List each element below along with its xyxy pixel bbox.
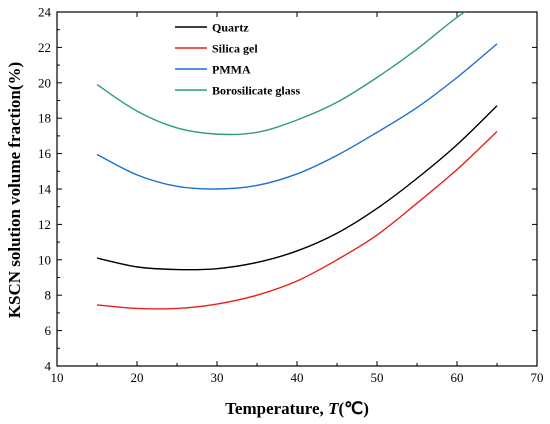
legend-label-silica-gel: Silica gel — [212, 42, 258, 56]
y-tick-label: 8 — [45, 288, 52, 303]
legend-label-quartz: Quartz — [212, 21, 249, 35]
y-tick-label: 22 — [38, 40, 51, 55]
x-axis-title-main: Temperature, — [225, 399, 328, 418]
y-tick-label: 24 — [38, 5, 52, 20]
x-tick-label: 30 — [211, 370, 224, 385]
y-tick-label: 12 — [38, 217, 51, 232]
x-tick-label: 70 — [531, 370, 544, 385]
x-axis-title-unit: (℃) — [338, 399, 368, 418]
plot-frame — [56, 11, 538, 367]
y-tick-label: 4 — [45, 359, 52, 374]
y-axis-title: KSCN solution volume fraction(%) — [5, 62, 24, 318]
y-tick-label: 14 — [38, 182, 52, 197]
y-tick-label: 16 — [38, 146, 52, 161]
x-tick-label: 40 — [291, 370, 304, 385]
x-axis-title-var: T — [328, 399, 339, 418]
y-tick-label: 20 — [38, 75, 51, 90]
legend-label-pmma: PMMA — [212, 63, 251, 77]
legend: Quartz Silica gel PMMA Borosilicate glass — [175, 21, 300, 98]
y-tick-label: 6 — [45, 323, 52, 338]
x-axis-title: Temperature, T(℃) — [225, 399, 369, 418]
x-tick-label: 50 — [371, 370, 384, 385]
y-tick-label: 18 — [38, 111, 51, 126]
x-tick-label: 20 — [131, 370, 144, 385]
series-line-silica-gel — [96, 130, 498, 310]
x-tick-label: 60 — [451, 370, 464, 385]
series-line-pmma — [96, 43, 498, 190]
legend-label-borosilicate-glass: Borosilicate glass — [212, 84, 300, 98]
series-line-quartz — [96, 105, 498, 271]
x-tick-label: 10 — [51, 370, 64, 385]
series-lines — [96, 12, 498, 310]
series-line-borosilicate-glass — [96, 12, 466, 136]
axis-ticks: 10 20 30 40 50 60 70 4 6 8 10 12 14 16 18 20 22 24 — [38, 5, 544, 386]
y-tick-label: 10 — [38, 252, 51, 267]
